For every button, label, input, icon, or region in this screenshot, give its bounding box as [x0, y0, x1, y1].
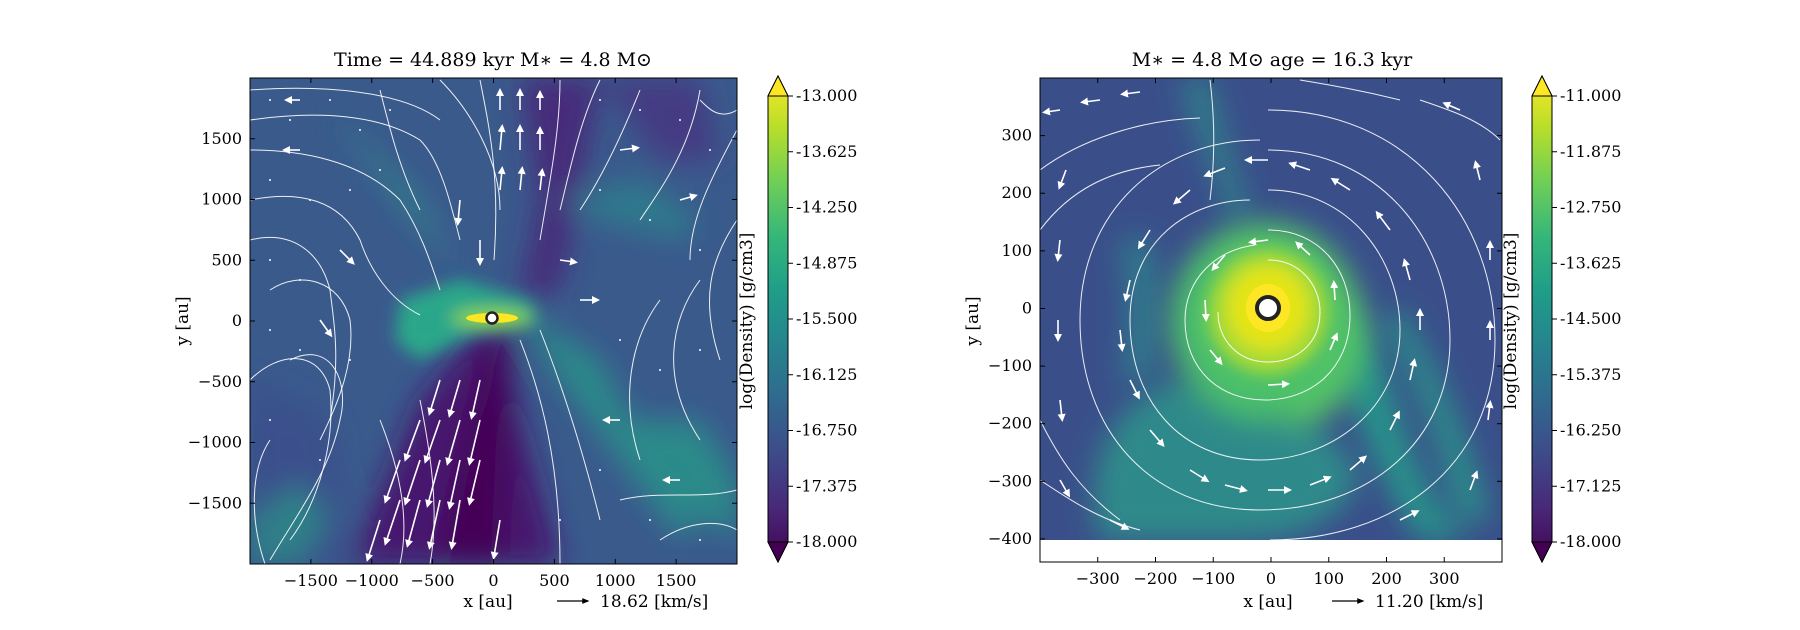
chart-title-left: Time = 44.889 kyr M∗ = 4.8 M⊙ [334, 49, 652, 71]
y-tick-label: 100 [1001, 241, 1032, 260]
x-axis-label-left: x [au] [463, 592, 512, 612]
colorbar-ticks-right: -11.000 -11.875 -12.750 -13.625 -14.500 -15.3… [1552, 86, 1621, 551]
x-tick-label: 500 [539, 571, 570, 590]
colorbar-tick-label: -12.750 [1560, 198, 1621, 217]
chart-title-right: M∗ = 4.8 M⊙ age = 16.3 kyr [1132, 49, 1413, 71]
x-tick-label: 0 [1266, 569, 1276, 588]
colorbar-tick-label: -11.000 [1560, 86, 1621, 105]
y-tick-label: 0 [1022, 298, 1032, 317]
x-tick-label: −1500 [284, 571, 338, 590]
ticks-left: −1500 −1000 −500 0 500 1000 1500 −1500 −1000 −500… [188, 78, 737, 590]
y-tick-label: −1500 [188, 493, 242, 512]
colorbar-tick-label: -17.375 [796, 476, 857, 495]
colorbar-tick-label: -13.625 [796, 142, 857, 161]
colorbar-tick-label: -11.875 [1560, 142, 1621, 161]
colorbar-tick-label: -13.625 [1560, 253, 1621, 272]
colorbar-label-right: log(Density) [g/cm3] [1501, 233, 1521, 410]
y-tick-label: 500 [211, 250, 242, 269]
y-tick-label: −500 [198, 372, 242, 391]
velocity-vectors-left [282, 88, 698, 562]
x-tick-label: 0 [488, 571, 498, 590]
star-marker-left [485, 311, 499, 325]
y-tick-label: −300 [988, 471, 1032, 490]
y-tick-label: 1500 [201, 129, 242, 148]
colorbar-tick-label: -16.250 [1560, 421, 1621, 440]
x-tick-label: 1500 [656, 571, 697, 590]
vector-key-label-right: 11.20 [km/s] [1375, 592, 1483, 612]
colorbar-right: -11.000 -11.875 -12.750 -13.625 -14.500 -15.3… [1501, 74, 1621, 564]
colorbar-tick-label: -15.375 [1560, 365, 1621, 384]
x-tick-label: −1000 [345, 571, 399, 590]
density-map-right [1040, 78, 1502, 540]
colorbar-tick-label: -17.125 [1560, 476, 1621, 495]
colorbar-label-left: log(Density) [g/cm3] [737, 233, 757, 410]
x-tick-label: −500 [411, 571, 455, 590]
vector-dots-left [269, 99, 711, 541]
y-tick-label: −100 [988, 356, 1032, 375]
colorbar-tick-label: -16.750 [796, 421, 857, 440]
colorbar-ticks-left: -13.000 -13.625 -14.250 -14.875 -15.500 -16.1… [788, 86, 857, 551]
panel-right: M∗ = 4.8 M⊙ age = 16.3 kyr −300 −200 −100 0… [963, 49, 1621, 612]
star-marker-right [1255, 295, 1281, 321]
ticks-right: −300 −200 −100 0 100 200 300 −400 −300 −200 −100 0 1… [988, 78, 1502, 588]
velocity-vectors-right [1042, 89, 1494, 530]
colorbar-tick-label: -14.250 [796, 198, 857, 217]
density-map-left [250, 78, 737, 564]
x-tick-label: −200 [1134, 569, 1178, 588]
y-tick-label: −400 [988, 529, 1032, 548]
colorbar-tick-label: -14.875 [796, 253, 857, 272]
y-tick-label: 200 [1001, 183, 1032, 202]
y-tick-label: 1000 [201, 190, 242, 209]
colorbar-tick-label: -14.500 [1560, 309, 1621, 328]
x-axis-label-right: x [au] [1243, 592, 1292, 612]
colorbar-tick-label: -15.500 [796, 309, 857, 328]
y-tick-label: 300 [1001, 126, 1032, 145]
streamlines-left [250, 79, 737, 564]
colorbar-tick-label: -18.000 [1560, 532, 1621, 551]
colorbar-tick-label: -13.000 [796, 86, 857, 105]
colorbar-left: -13.000 -13.625 -14.250 -14.875 -15.500 -16.1… [737, 74, 857, 564]
y-axis-label-right: y [au] [963, 296, 983, 346]
y-axis-label-left: y [au] [173, 296, 193, 346]
colorbar-tick-label: -18.000 [796, 532, 857, 551]
x-tick-label: 1000 [595, 571, 636, 590]
x-tick-label: −300 [1076, 569, 1120, 588]
x-tick-label: −100 [1191, 569, 1235, 588]
y-tick-label: −1000 [188, 433, 242, 452]
vector-key-label-left: 18.62 [km/s] [600, 592, 708, 612]
x-tick-label: 200 [1371, 569, 1402, 588]
panel-left: Time = 44.889 kyr M∗ = 4.8 M⊙ −1500 −1000… [173, 49, 857, 612]
streamlines-right [1040, 79, 1501, 540]
x-tick-label: 300 [1429, 569, 1460, 588]
colorbar-tick-label: -16.125 [796, 365, 857, 384]
x-tick-label: 100 [1313, 569, 1344, 588]
y-tick-label: 0 [232, 311, 242, 330]
y-tick-label: −200 [988, 414, 1032, 433]
